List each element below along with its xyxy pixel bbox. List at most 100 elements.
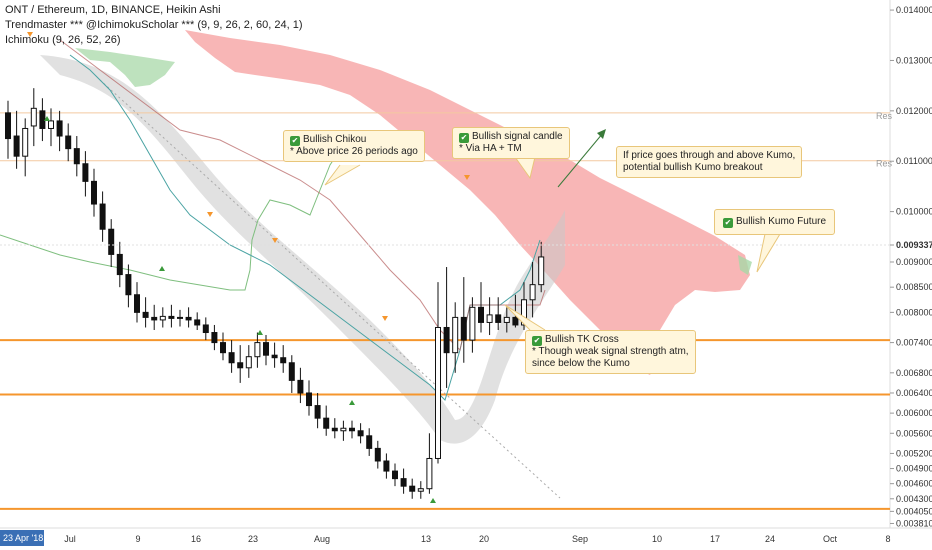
candle <box>538 241 545 293</box>
candle <box>263 335 269 366</box>
candle-body <box>383 460 390 472</box>
candle <box>245 345 252 378</box>
bearish-signal-arrow <box>382 316 388 321</box>
price-tick-label: 0.004600 <box>896 479 932 489</box>
kumo-future-twist <box>738 255 752 275</box>
candle <box>503 307 510 333</box>
candle <box>73 136 80 177</box>
time-tick-label: Aug <box>314 534 330 544</box>
price-tick-label: 0.013000 <box>896 55 932 65</box>
candle <box>48 108 54 147</box>
candle-body <box>237 362 244 369</box>
kumo-breakout-line1: If price goes through and above Kumo, <box>623 150 796 161</box>
candle-body <box>538 256 545 286</box>
candle <box>22 118 29 177</box>
candle <box>357 423 364 444</box>
candle <box>13 110 20 169</box>
chikou-note: ✔ Bullish Chikou * Above price 26 periods… <box>283 130 425 162</box>
candle-body <box>306 392 312 407</box>
candle <box>177 309 183 327</box>
time-tick-label: 24 <box>765 534 775 544</box>
candle-body <box>374 447 381 462</box>
candle <box>254 332 261 368</box>
tk-cross-note-detail-2: since below the Kumo <box>532 358 630 369</box>
candle <box>366 428 373 456</box>
time-tick-label: 13 <box>421 534 431 544</box>
candle <box>409 478 416 499</box>
candle-body <box>521 299 527 326</box>
candle <box>314 392 321 429</box>
bullish-signal-arrow <box>430 498 436 503</box>
candle <box>340 420 347 441</box>
candle <box>134 282 140 323</box>
candle <box>417 481 424 499</box>
price-tick-label: 0.009337 <box>896 240 932 250</box>
time-tick-label: Sep <box>572 534 588 544</box>
candle-body <box>331 427 338 432</box>
candle <box>125 264 132 308</box>
time-tick-label: 10 <box>652 534 662 544</box>
checkmark-icon: ✔ <box>723 218 733 228</box>
candle <box>202 317 209 341</box>
candle-body <box>435 326 441 459</box>
candle-body <box>288 362 295 381</box>
price-tick-label: 0.008500 <box>896 282 932 292</box>
candle-body <box>194 319 201 326</box>
candle-body <box>340 427 347 432</box>
time-tick-label: 8 <box>885 534 890 544</box>
candle-body <box>271 354 278 359</box>
price-tick-label: 0.009000 <box>896 257 932 267</box>
candle-body <box>125 274 132 296</box>
time-tick-label: 16 <box>191 534 201 544</box>
candle-body <box>357 430 364 437</box>
candle <box>288 355 295 393</box>
candle <box>297 367 304 404</box>
signal-callout-pointer <box>514 156 536 180</box>
candle-body <box>254 342 261 358</box>
candle <box>478 282 484 333</box>
signal-note-detail: * Via HA + TM <box>459 143 522 154</box>
candle-body <box>168 315 175 319</box>
candle <box>211 324 218 351</box>
candle-body <box>349 427 355 432</box>
candle-body <box>323 417 330 429</box>
candle <box>185 307 192 328</box>
candle-body <box>99 203 106 230</box>
trendmaster-indicator-label[interactable]: Trendmaster *** @IchimokuScholar *** (9,… <box>5 19 303 31</box>
candle <box>349 420 355 439</box>
candle-body <box>495 314 502 323</box>
candle-body <box>280 357 287 364</box>
candle-body <box>5 112 11 140</box>
ichimoku-indicator-label[interactable]: Ichimoku (9, 26, 52, 26) <box>5 34 121 46</box>
kumo-bullish-cloud <box>75 48 175 87</box>
candle-body <box>56 120 63 137</box>
price-tick-label: 0.011000 <box>896 156 932 166</box>
candle <box>56 110 63 152</box>
candle-body <box>22 127 29 157</box>
price-tick-label: 0.005600 <box>896 428 932 438</box>
bearish-signal-arrow <box>464 175 470 180</box>
candle-body <box>443 326 450 354</box>
price-tick-label: 0.006400 <box>896 388 932 398</box>
candle <box>82 151 89 197</box>
price-tick-label: 0.010000 <box>896 207 932 217</box>
candle-body <box>30 107 37 127</box>
bullish-signal-arrow <box>257 330 263 335</box>
candle <box>108 219 115 268</box>
candle-body <box>108 228 115 255</box>
price-tick-label: 0.007400 <box>896 338 932 348</box>
cursor-date-box <box>0 530 44 546</box>
candle-body <box>512 316 519 326</box>
tk-cross-note-detail-1: * Though weak signal strength atm, <box>532 346 689 357</box>
candle-body <box>91 180 97 205</box>
candle-body <box>392 470 398 480</box>
tk-cross-note-title: Bullish TK Cross <box>545 334 619 345</box>
candle-body <box>134 294 140 313</box>
candle-body <box>529 284 536 301</box>
price-tick-label: 0.004300 <box>896 494 932 504</box>
kumo-future-callout-pointer <box>756 233 781 273</box>
candle <box>460 277 467 363</box>
kumo-future-note-title: Bullish Kumo Future <box>736 216 827 227</box>
candle <box>452 302 459 373</box>
